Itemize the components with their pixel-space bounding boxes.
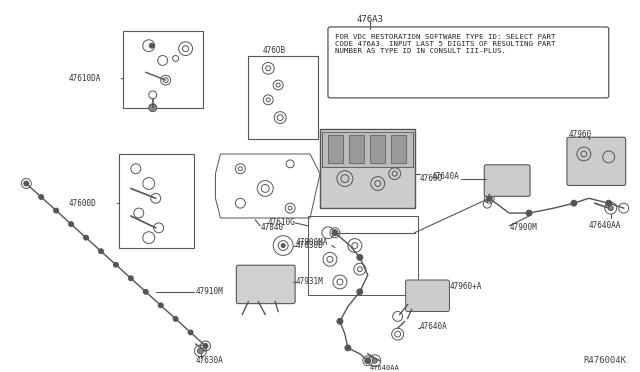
- Text: 47630B: 47630B: [296, 241, 324, 250]
- Circle shape: [173, 317, 178, 321]
- Text: 47900M: 47900M: [509, 223, 537, 232]
- Circle shape: [571, 200, 577, 206]
- Text: 47610G: 47610G: [268, 218, 295, 227]
- Circle shape: [99, 249, 104, 254]
- Text: 47931M: 47931M: [296, 278, 324, 286]
- Circle shape: [372, 358, 377, 363]
- Circle shape: [357, 289, 363, 295]
- Circle shape: [281, 244, 285, 247]
- Text: 47600D: 47600D: [69, 199, 97, 208]
- Text: 47610DA: 47610DA: [69, 74, 102, 83]
- Bar: [308, 216, 417, 295]
- Circle shape: [113, 262, 118, 267]
- Circle shape: [198, 348, 204, 354]
- Bar: [320, 129, 415, 208]
- Text: R476004K: R476004K: [584, 356, 627, 365]
- Text: 47630A: 47630A: [196, 356, 223, 365]
- Bar: [370, 135, 385, 163]
- Bar: [123, 31, 202, 108]
- Circle shape: [345, 345, 351, 351]
- Circle shape: [129, 276, 133, 281]
- Text: 47960+A: 47960+A: [449, 282, 482, 291]
- Text: 47600: 47600: [420, 174, 443, 183]
- Text: 47640A: 47640A: [420, 322, 447, 331]
- Bar: [119, 154, 193, 247]
- Circle shape: [365, 358, 371, 364]
- Bar: [322, 132, 413, 167]
- Circle shape: [526, 210, 532, 216]
- Circle shape: [143, 289, 148, 294]
- Bar: [328, 135, 343, 163]
- FancyBboxPatch shape: [567, 137, 626, 186]
- Circle shape: [158, 303, 163, 308]
- FancyBboxPatch shape: [484, 165, 530, 196]
- Circle shape: [188, 330, 193, 335]
- Circle shape: [39, 195, 44, 199]
- Circle shape: [149, 43, 154, 48]
- FancyBboxPatch shape: [328, 27, 609, 98]
- Text: 47900MA: 47900MA: [296, 238, 328, 247]
- Text: 476A3: 476A3: [356, 15, 383, 23]
- Text: 47910M: 47910M: [196, 287, 223, 296]
- Circle shape: [68, 222, 74, 227]
- Text: 47640AA: 47640AA: [589, 221, 621, 230]
- Text: FOR VDC RESTORATION SOFTWARE TYPE ID: SELECT PART
CODE 476A3. INPUT LAST 5 DIGIT: FOR VDC RESTORATION SOFTWARE TYPE ID: SE…: [335, 34, 556, 54]
- FancyBboxPatch shape: [406, 280, 449, 311]
- FancyBboxPatch shape: [236, 265, 295, 304]
- Circle shape: [24, 181, 29, 186]
- Circle shape: [337, 318, 343, 324]
- Circle shape: [608, 206, 613, 211]
- Circle shape: [84, 235, 88, 240]
- Text: 47840: 47840: [260, 223, 284, 232]
- Circle shape: [357, 254, 363, 260]
- Bar: [248, 55, 318, 139]
- Circle shape: [332, 230, 338, 236]
- Bar: [349, 135, 364, 163]
- Circle shape: [148, 104, 157, 112]
- Circle shape: [54, 208, 59, 213]
- Text: 47960: 47960: [569, 130, 592, 139]
- Circle shape: [203, 343, 208, 349]
- Text: 47640AA: 47640AA: [370, 365, 399, 371]
- Text: 47640A: 47640A: [431, 172, 460, 181]
- Circle shape: [486, 195, 492, 201]
- Text: 476OB: 476OB: [262, 46, 285, 55]
- Circle shape: [605, 200, 612, 206]
- Bar: [390, 135, 406, 163]
